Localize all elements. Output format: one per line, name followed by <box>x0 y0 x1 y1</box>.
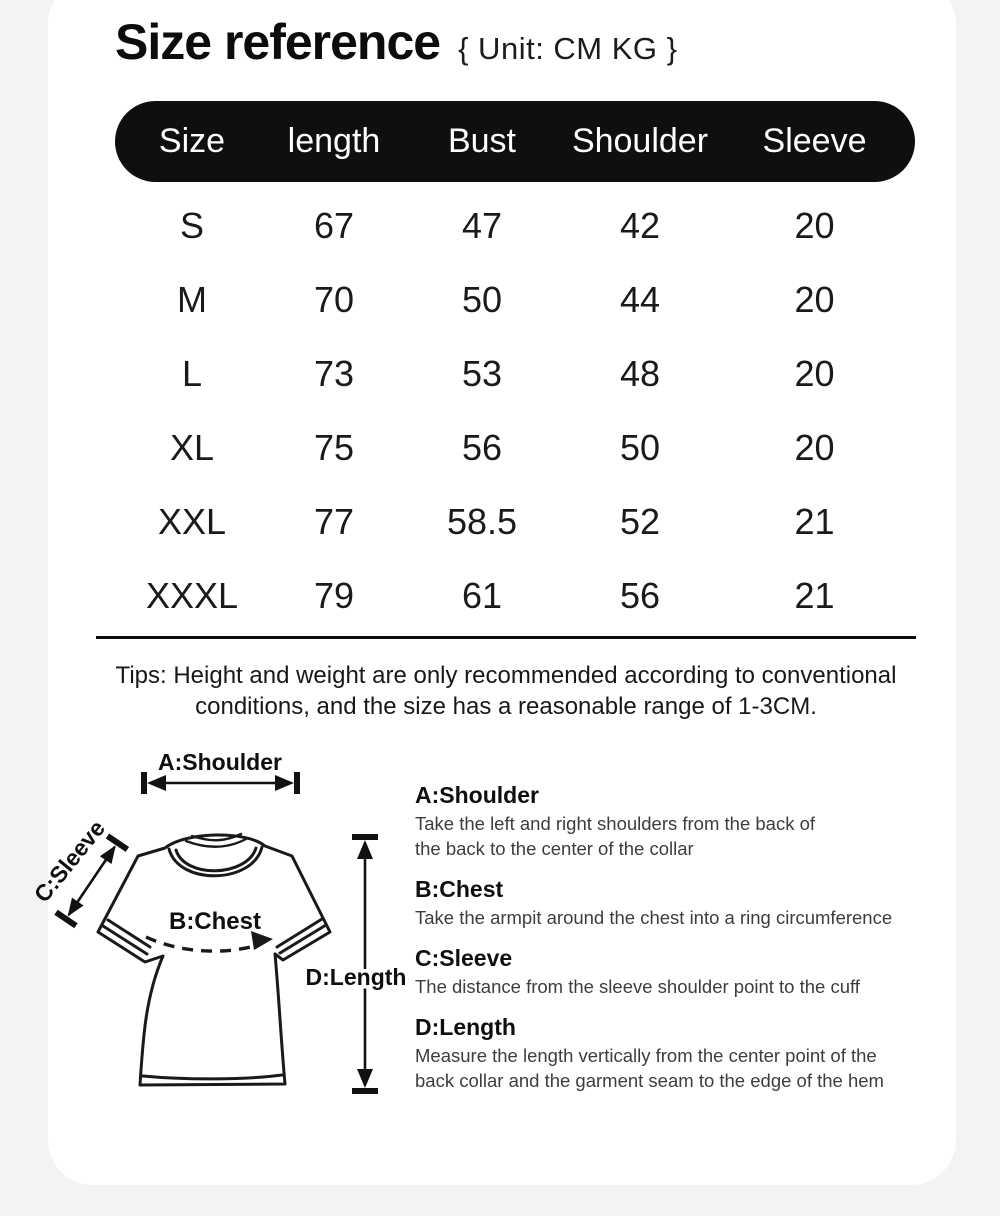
cell-shoulder: 56 <box>619 575 661 616</box>
cell-bust: 56 <box>461 427 503 468</box>
cell-shoulder: 48 <box>619 353 661 394</box>
cell-bust: 58.5 <box>446 501 518 542</box>
cell-sleeve: 20 <box>794 427 835 468</box>
cell-bust: 50 <box>461 279 503 320</box>
tshirt-outline <box>96 833 332 1087</box>
shoulder-measure-arrow <box>141 772 300 794</box>
tshirt-diagram-svg: A:Shoulder B:Chest C:Sleeve D:Length <box>30 749 410 1094</box>
cell-bust: 61 <box>461 575 503 616</box>
cell-sleeve: 21 <box>794 575 835 616</box>
diagram-label-sleeve: C:Sleeve <box>30 815 110 907</box>
guide-heading: D:Length <box>415 1014 516 1040</box>
cell-length: 77 <box>313 501 355 542</box>
cell-shoulder: 42 <box>619 205 661 246</box>
size-table-body: S 67 47 42 20 M 70 50 44 20 L 73 53 48 2… <box>115 189 915 633</box>
tshirt-right-cuff-line <box>275 917 328 955</box>
cell-bust: 47 <box>461 205 503 246</box>
length-measure-arrow <box>352 834 378 1094</box>
tshirt-left-cuff-line <box>101 918 152 956</box>
tips-note: Tips: Height and weight are only recomme… <box>50 660 962 722</box>
diagram-label-length: D:Length <box>306 964 407 990</box>
measurement-guide: A:Shoulder Take the left and right shoul… <box>415 782 963 1108</box>
table-row: XL 75 56 50 20 <box>115 411 915 485</box>
guide-heading: A:Shoulder <box>415 782 539 808</box>
guide-text-line: Measure the length vertically from the c… <box>415 1045 877 1066</box>
cell-sleeve: 20 <box>794 205 835 246</box>
size-table-header: Size length Bust Shoulder Sleeve <box>115 101 915 182</box>
cell-size: XXXL <box>145 575 239 616</box>
cell-shoulder: 44 <box>619 279 661 320</box>
cell-length: 79 <box>313 575 355 616</box>
guide-heading: B:Chest <box>415 876 504 902</box>
cell-size: XL <box>169 427 215 468</box>
guide-text-line: the back to the center of the collar <box>415 838 694 859</box>
column-header-sleeve: Sleeve <box>762 122 867 160</box>
diagram-label-shoulder: A:Shoulder <box>158 749 282 775</box>
tshirt-measurement-diagram: A:Shoulder B:Chest C:Sleeve D:Length <box>30 740 440 1120</box>
cell-size: XXL <box>157 501 227 542</box>
cell-shoulder: 52 <box>619 501 661 542</box>
diagram-label-chest: B:Chest <box>169 908 261 935</box>
cell-length: 67 <box>313 205 355 246</box>
tshirt-hem-line <box>141 1073 284 1081</box>
tips-line: conditions, and the size has a reasonabl… <box>195 693 817 720</box>
chest-measure-dashed-line <box>145 935 259 953</box>
cell-sleeve: 20 <box>794 279 835 320</box>
table-row: S 67 47 42 20 <box>115 189 915 263</box>
tips-line: Tips: Height and weight are only recomme… <box>115 662 897 689</box>
cell-size: L <box>181 353 203 394</box>
table-row: XXXL 79 61 56 21 <box>115 559 915 633</box>
page-title: Size reference { Unit: CM KG } <box>115 13 678 71</box>
cell-size: S <box>179 205 204 246</box>
sleeve-measure-arrow <box>54 833 130 929</box>
cell-bust: 53 <box>461 353 503 394</box>
tshirt-collar-inner <box>174 846 258 873</box>
tshirt-collar <box>167 845 264 878</box>
guide-item-sleeve: C:Sleeve The distance from the sleeve sh… <box>415 945 963 999</box>
cell-sleeve: 21 <box>794 501 835 542</box>
guide-text-line: Take the armpit around the chest into a … <box>415 907 893 928</box>
section-divider <box>96 636 916 639</box>
guide-text-line: The distance from the sleeve shoulder po… <box>415 976 860 997</box>
page-title-unit: { Unit: CM KG } <box>458 31 678 66</box>
column-header-bust: Bust <box>447 122 517 160</box>
guide-item-shoulder: A:Shoulder Take the left and right shoul… <box>415 782 963 861</box>
chest-measure-arrowhead <box>251 931 273 950</box>
cell-length: 73 <box>313 353 355 394</box>
page-title-text: Size reference <box>115 14 441 70</box>
guide-heading: C:Sleeve <box>415 945 513 971</box>
cell-shoulder: 50 <box>619 427 661 468</box>
table-row: M 70 50 44 20 <box>115 263 915 337</box>
column-header-size: Size <box>158 122 226 160</box>
cell-size: M <box>177 279 207 320</box>
column-header-length: length <box>287 122 381 160</box>
guide-text-line: Take the left and right shoulders from t… <box>415 813 816 834</box>
cell-length: 70 <box>313 279 355 320</box>
guide-text-line: back collar and the garment seam to the … <box>415 1070 884 1091</box>
column-header-shoulder: Shoulder <box>571 122 709 160</box>
guide-item-chest: B:Chest Take the armpit around the chest… <box>415 876 963 930</box>
tshirt-back-collar <box>184 832 248 848</box>
cell-sleeve: 20 <box>794 353 835 394</box>
cell-length: 75 <box>313 427 355 468</box>
guide-item-length: D:Length Measure the length vertically f… <box>415 1014 963 1093</box>
table-row: XXL 77 58.5 52 21 <box>115 485 915 559</box>
table-row: L 73 53 48 20 <box>115 337 915 411</box>
